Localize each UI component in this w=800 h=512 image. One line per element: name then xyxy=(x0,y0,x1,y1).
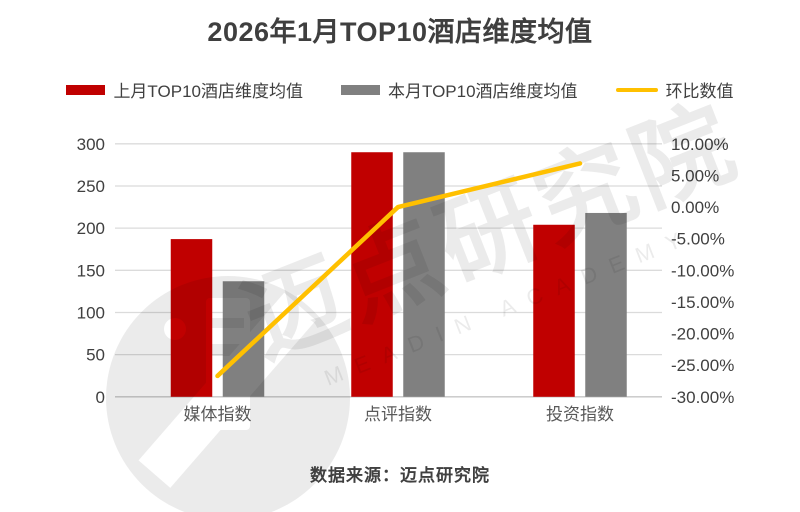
mom-change-line-icon xyxy=(615,87,658,92)
right-axis-tick: -25.00% xyxy=(671,356,734,375)
right-axis-tick: -20.00% xyxy=(671,325,734,344)
left-axis-tick: 200 xyxy=(77,219,105,238)
watermark-logo-icon xyxy=(106,276,350,512)
legend-label-prev-month: 上月TOP10酒店维度均值 xyxy=(113,82,303,101)
bar-current-2 xyxy=(585,212,627,397)
left-axis-tick: 250 xyxy=(77,177,105,196)
left-axis-tick: 150 xyxy=(77,261,105,280)
bar-prev-0 xyxy=(170,239,213,397)
legend-label-mom-change: 环比数值 xyxy=(665,82,734,101)
data-source: 数据来源：迈点研究院 xyxy=(310,466,490,485)
current-month-swatch-icon xyxy=(341,84,380,95)
category-label: 投资指数 xyxy=(546,405,614,424)
trend-line xyxy=(215,161,583,379)
left-axis-tick: 300 xyxy=(77,135,105,154)
category-label: 点评指数 xyxy=(364,405,432,424)
right-axis-tick: -10.00% xyxy=(671,261,734,280)
legend-label-current-month: 本月TOP10酒店维度均值 xyxy=(388,82,578,101)
legend-item-mom-change: 环比数值 xyxy=(615,77,734,102)
right-axis-tick: -15.00% xyxy=(671,293,734,312)
legend: 上月TOP10酒店维度均值 本月TOP10酒店维度均值 环比数值 xyxy=(0,77,800,102)
prev-month-swatch-icon xyxy=(66,84,106,95)
left-axis-tick: 100 xyxy=(77,303,105,322)
legend-item-current-month: 本月TOP10酒店维度均值 xyxy=(341,77,578,102)
bar-prev-1 xyxy=(351,152,393,397)
right-axis-tick: -5.00% xyxy=(671,230,725,249)
right-axis-tick: -30.00% xyxy=(671,388,734,407)
legend-item-prev-month: 上月TOP10酒店维度均值 xyxy=(66,77,303,102)
bar-prev-2 xyxy=(533,224,575,397)
right-axis-tick: 5.00% xyxy=(671,166,719,185)
chart-title: 2026年1月TOP10酒店维度均值 xyxy=(207,17,593,47)
bar-current-1 xyxy=(403,152,445,397)
right-axis-tick: 0.00% xyxy=(671,198,719,217)
left-axis-tick: 0 xyxy=(96,388,105,407)
left-axis-tick: 50 xyxy=(86,346,105,365)
right-axis-tick: 10.00% xyxy=(671,135,729,154)
category-label: 媒体指数 xyxy=(184,405,252,424)
